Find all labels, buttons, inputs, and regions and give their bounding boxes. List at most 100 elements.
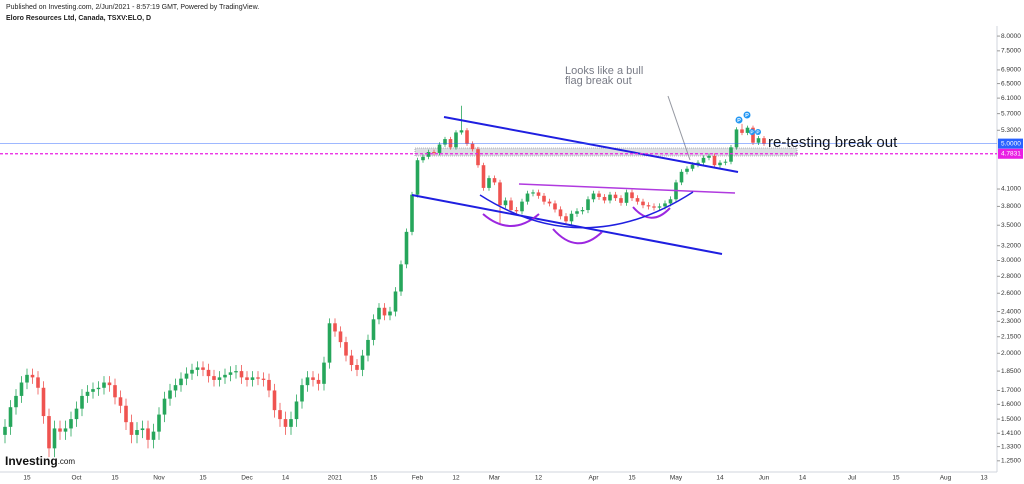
candle-body xyxy=(52,428,57,449)
candle-body xyxy=(14,395,18,408)
annotation: Looks like a bull xyxy=(565,65,643,77)
candle-body xyxy=(344,342,348,356)
y-tick-label: 5.7000 xyxy=(1001,110,1021,117)
candle-body xyxy=(151,431,156,440)
candle-body xyxy=(393,291,398,312)
candle-body xyxy=(641,201,645,206)
callout-line xyxy=(667,95,691,161)
candle-body xyxy=(399,264,403,292)
candle-body xyxy=(366,339,370,356)
candle-body xyxy=(762,138,766,144)
candle-body xyxy=(272,390,277,411)
candle-body xyxy=(305,377,310,386)
logo: Investing.com xyxy=(5,454,75,468)
event-marker-label: P xyxy=(737,118,741,124)
candle-body xyxy=(333,323,337,332)
candle-body xyxy=(294,401,299,420)
candle-body xyxy=(69,419,73,429)
candle-body xyxy=(63,428,68,432)
chart-title: Eloro Resources Ltd, Canada, TSXV:ELO, D xyxy=(6,15,151,22)
candle-body xyxy=(564,216,568,222)
candle-body xyxy=(382,307,387,316)
candle-body xyxy=(652,206,656,208)
candle-body xyxy=(514,210,519,212)
candle-body xyxy=(261,378,266,380)
candle-body xyxy=(503,200,508,206)
x-tick-label: Aug xyxy=(940,475,952,482)
candle-body xyxy=(542,195,546,202)
candle-body xyxy=(256,377,260,379)
candle-body xyxy=(283,419,288,427)
y-tick-label: 1.4100 xyxy=(1001,430,1021,437)
candle-body xyxy=(223,374,227,378)
candle-body xyxy=(316,379,321,384)
candle-body xyxy=(228,372,233,375)
candle-body xyxy=(613,194,618,199)
x-tick-label: 14 xyxy=(799,475,807,482)
candle-body xyxy=(201,367,205,370)
candle-body xyxy=(250,377,255,380)
candle-body xyxy=(740,129,744,133)
candle-body xyxy=(278,410,282,420)
logo-suffix: .com xyxy=(58,457,76,466)
candle-body xyxy=(476,149,480,166)
candle-body xyxy=(19,382,24,396)
candle-body xyxy=(520,201,524,212)
candle-body xyxy=(426,152,431,157)
candle-body xyxy=(487,178,491,188)
y-tick-label: 6.1000 xyxy=(1001,95,1021,102)
event-marker xyxy=(749,129,755,135)
candle-body xyxy=(536,192,541,196)
y-tick-label: 3.5000 xyxy=(1001,222,1021,229)
candle-body xyxy=(443,139,447,145)
y-tick-label: 1.8500 xyxy=(1001,368,1021,375)
candle-body xyxy=(602,196,607,201)
y-tick-label: 2.1500 xyxy=(1001,333,1021,340)
x-tick-label: Oct xyxy=(71,475,81,482)
drawings xyxy=(411,95,739,255)
candle-body xyxy=(113,385,117,398)
candle-body xyxy=(41,387,46,417)
y-tick-label: 1.5000 xyxy=(1001,416,1021,423)
candle-body xyxy=(734,129,739,148)
x-tick-label: 15 xyxy=(111,475,119,482)
candle-body xyxy=(569,213,574,222)
candle-body xyxy=(635,198,640,202)
y-tick-label: 2.8000 xyxy=(1001,273,1021,280)
candle-body xyxy=(437,144,442,153)
candle-body xyxy=(3,426,7,435)
y-tick-label: 3.0000 xyxy=(1001,257,1021,264)
event-marker xyxy=(735,116,743,124)
y-tick-label: 3.8000 xyxy=(1001,203,1021,210)
candle-body xyxy=(410,194,414,232)
candle-body xyxy=(498,182,502,206)
y-tick-label: 1.2500 xyxy=(1001,458,1021,465)
candle-body xyxy=(597,193,601,197)
candle-body xyxy=(756,138,761,143)
y-tick-label: 3.2000 xyxy=(1001,242,1021,249)
candle-body xyxy=(74,408,79,420)
candle-body xyxy=(146,428,150,440)
candle-body xyxy=(624,192,629,203)
candle-body xyxy=(591,193,596,200)
candle-body xyxy=(157,414,161,432)
candle-body xyxy=(36,377,40,388)
price-line-label: 5.0000 xyxy=(1001,140,1021,147)
y-tick-label: 4.1000 xyxy=(1001,186,1021,193)
arc xyxy=(479,191,694,229)
x-tick-label: 2021 xyxy=(328,475,343,482)
candle-body xyxy=(206,369,211,377)
candle-body xyxy=(96,387,101,390)
logo-main: Investing xyxy=(5,454,58,468)
candle-body xyxy=(140,428,145,431)
candle-body xyxy=(657,206,662,208)
candle-body xyxy=(404,231,409,265)
candle-body xyxy=(630,192,634,199)
candle-body xyxy=(619,198,623,203)
candle-body xyxy=(195,367,200,370)
neckline xyxy=(518,183,736,194)
candle-body xyxy=(129,422,134,435)
candle-body xyxy=(124,405,128,423)
x-tick-label: Dec xyxy=(241,475,253,482)
candle-body xyxy=(190,369,194,374)
